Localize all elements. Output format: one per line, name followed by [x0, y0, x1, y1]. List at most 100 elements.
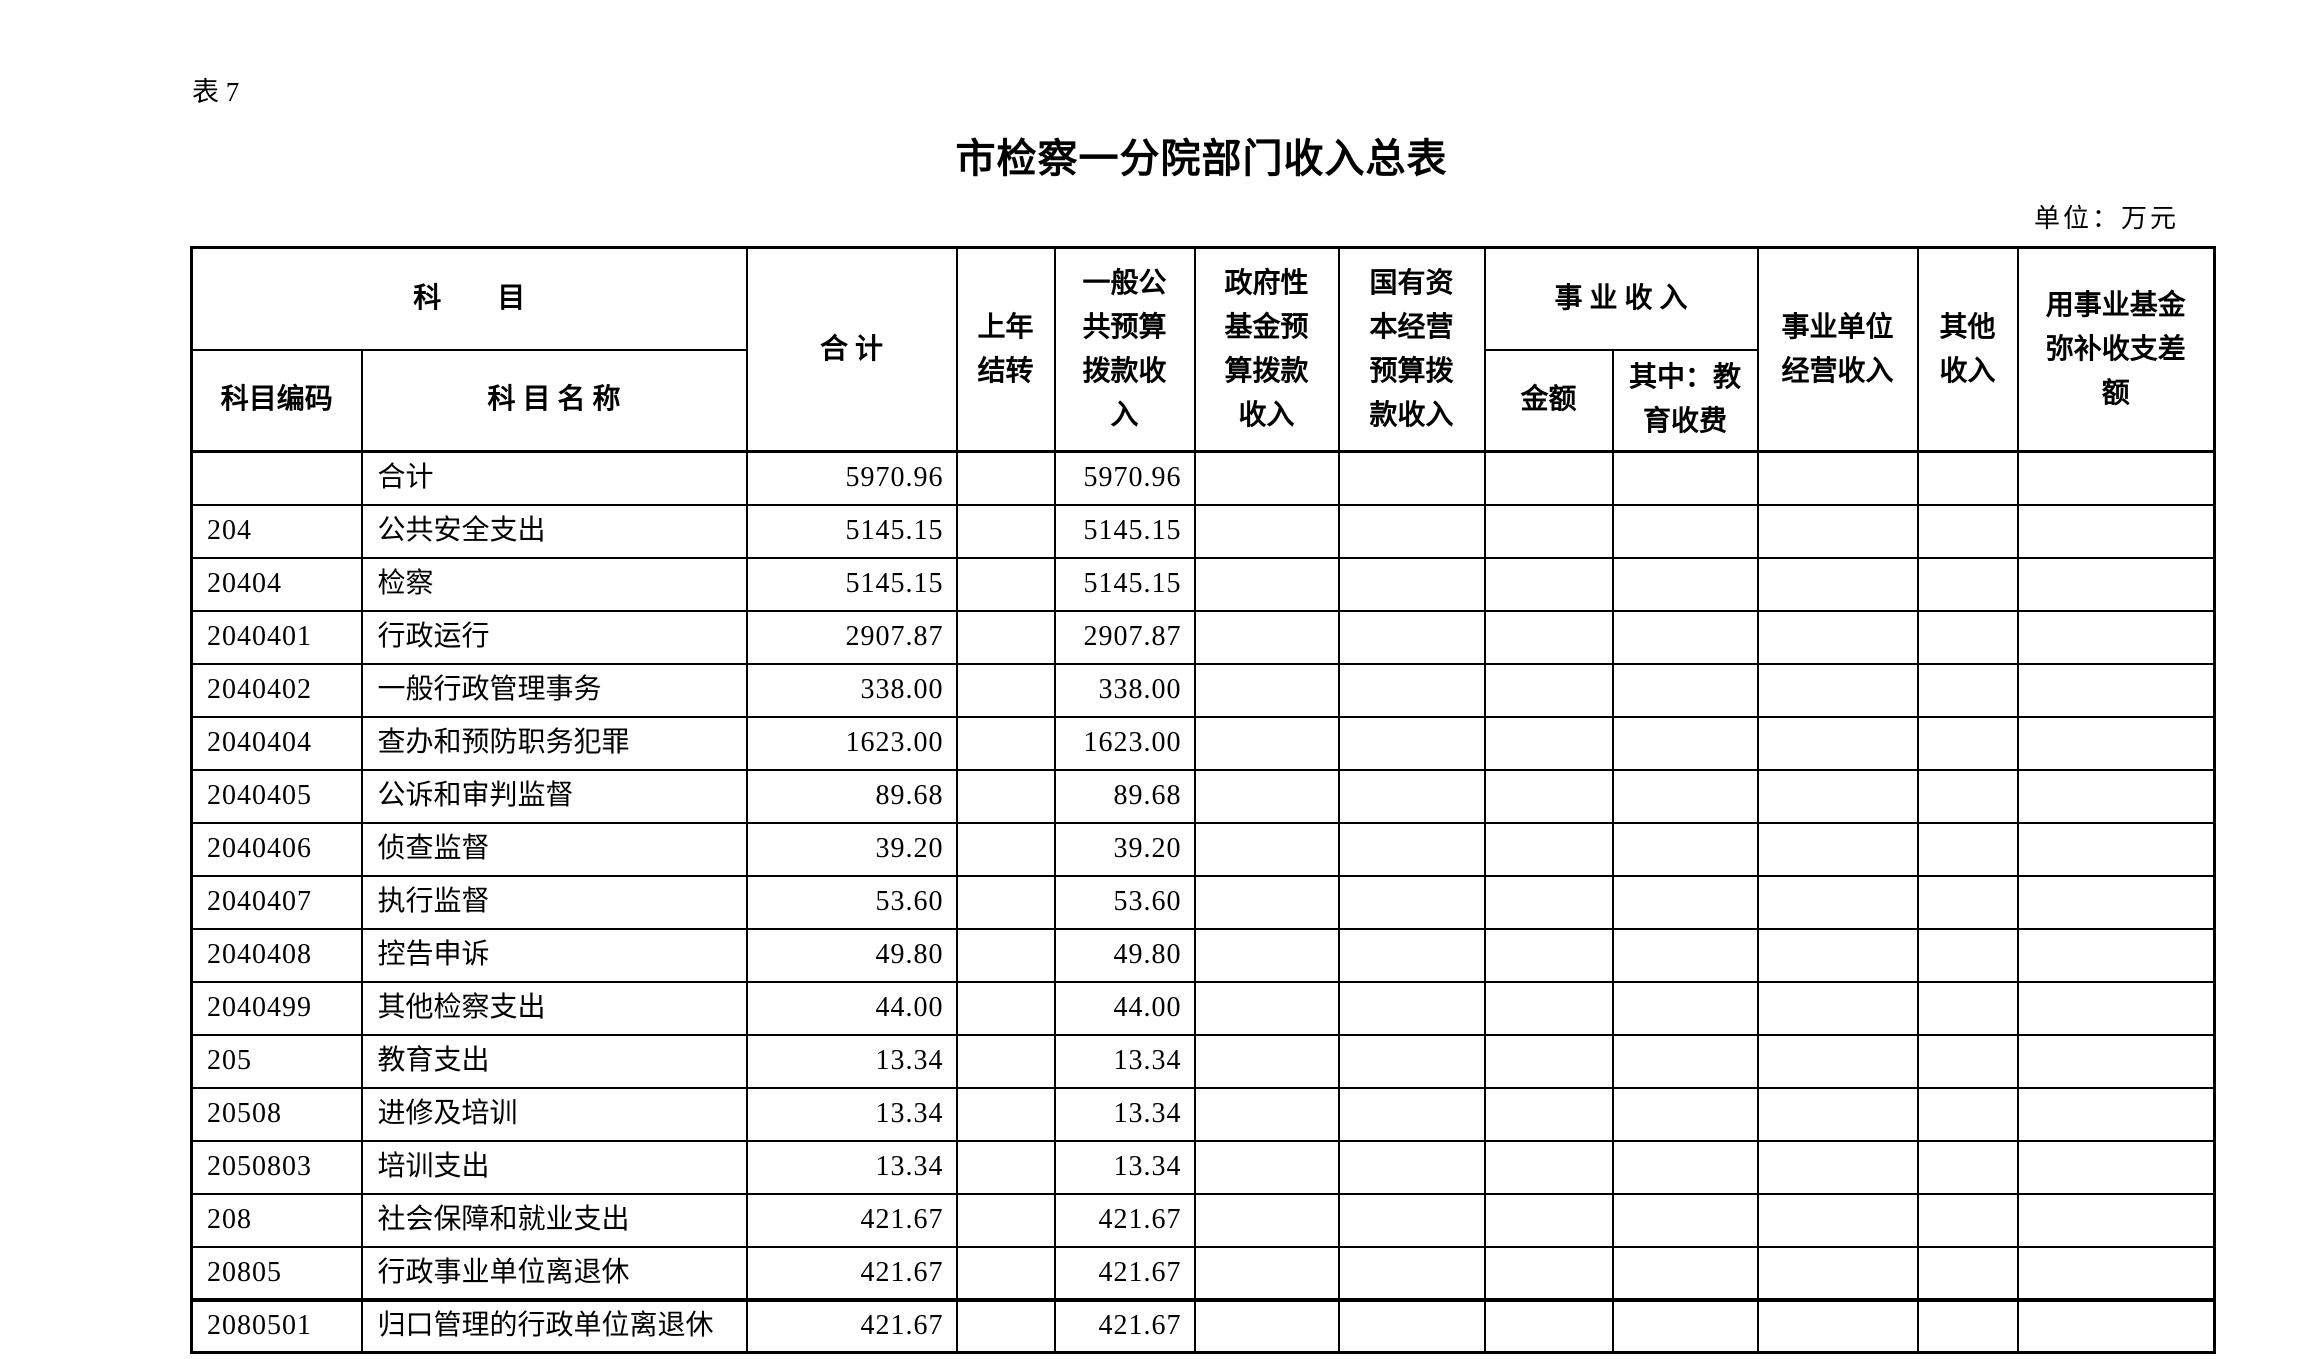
header-subject-name: 科 目 名 称 — [360, 348, 748, 453]
table-row: 2040402 一般行政管理事务 338.00 338.00 — [190, 662, 2216, 718]
cell-gov-fund — [1193, 980, 1340, 1036]
cell-general-budget: 421.67 — [1053, 1192, 1196, 1248]
cell-code: 2080501 — [190, 1297, 363, 1354]
cell-operating — [1756, 874, 1919, 930]
cell-amount — [1483, 1086, 1614, 1142]
cell-name: 查办和预防职务犯罪 — [360, 715, 748, 771]
cell-total: 44.00 — [745, 980, 958, 1036]
cell-amount — [1483, 1033, 1614, 1089]
cell-amount — [1483, 1245, 1614, 1301]
header-other-income: 其他收入 — [1916, 246, 2019, 453]
header-business-unit-operating-income: 事业单位经营收入 — [1756, 246, 1919, 453]
cell-state-capital — [1337, 1139, 1486, 1195]
cell-name: 行政运行 — [360, 609, 748, 665]
cell-fund-balance — [2016, 609, 2216, 665]
cell-amount — [1483, 980, 1614, 1036]
cell-total: 13.34 — [745, 1033, 958, 1089]
cell-education-fees — [1611, 1139, 1759, 1195]
table-row: 2040405 公诉和审判监督 89.68 89.68 — [190, 768, 2216, 824]
cell-prev-year — [955, 715, 1056, 771]
cell-total: 13.34 — [745, 1086, 958, 1142]
cell-education-fees — [1611, 503, 1759, 559]
cell-prev-year — [955, 1245, 1056, 1301]
cell-amount — [1483, 768, 1614, 824]
cell-name: 执行监督 — [360, 874, 748, 930]
cell-gov-fund — [1193, 1033, 1340, 1089]
cell-fund-balance — [2016, 1139, 2216, 1195]
cell-general-budget: 44.00 — [1053, 980, 1196, 1036]
cell-gov-fund — [1193, 556, 1340, 612]
cell-general-budget: 421.67 — [1053, 1245, 1196, 1301]
income-summary-table: 科 目 合 计 上年结转 一般公共预算拨款收入 政府性基金预算拨款收入 国有资本… — [190, 246, 2217, 1354]
cell-state-capital — [1337, 609, 1486, 665]
cell-amount — [1483, 662, 1614, 718]
cell-code: 2040499 — [190, 980, 363, 1036]
cell-general-budget: 89.68 — [1053, 768, 1196, 824]
cell-total: 421.67 — [745, 1192, 958, 1248]
cell-operating — [1756, 1139, 1919, 1195]
cell-state-capital — [1337, 768, 1486, 824]
cell-state-capital — [1337, 1297, 1486, 1354]
cell-general-budget: 49.80 — [1053, 927, 1196, 983]
cell-name: 教育支出 — [360, 1033, 748, 1089]
cell-amount — [1483, 821, 1614, 877]
cell-operating — [1756, 768, 1919, 824]
cell-gov-fund — [1193, 715, 1340, 771]
cell-code: 2040404 — [190, 715, 363, 771]
cell-operating — [1756, 1033, 1919, 1089]
cell-code: 205 — [190, 1033, 363, 1089]
cell-gov-fund — [1193, 609, 1340, 665]
cell-code: 204 — [190, 503, 363, 559]
cell-amount — [1483, 1297, 1614, 1354]
cell-general-budget: 5145.15 — [1053, 503, 1196, 559]
table-row: 20508 进修及培训 13.34 13.34 — [190, 1086, 2216, 1142]
cell-state-capital — [1337, 1086, 1486, 1142]
header-business-income-incl-education-fees: 其中：教育收费 — [1611, 348, 1759, 453]
cell-code: 208 — [190, 1192, 363, 1248]
cell-other — [1916, 450, 2019, 506]
cell-code: 20508 — [190, 1086, 363, 1142]
cell-prev-year — [955, 874, 1056, 930]
cell-education-fees — [1611, 980, 1759, 1036]
cell-code — [190, 450, 363, 506]
cell-fund-balance — [2016, 768, 2216, 824]
cell-total: 5145.15 — [745, 503, 958, 559]
table-row: 2040499 其他检察支出 44.00 44.00 — [190, 980, 2216, 1036]
cell-name: 其他检察支出 — [360, 980, 748, 1036]
cell-gov-fund — [1193, 503, 1340, 559]
cell-operating — [1756, 503, 1919, 559]
cell-total: 39.20 — [745, 821, 958, 877]
cell-fund-balance — [2016, 556, 2216, 612]
cell-operating — [1756, 715, 1919, 771]
header-subject-code: 科目编码 — [190, 348, 363, 453]
cell-total: 421.67 — [745, 1297, 958, 1354]
cell-other — [1916, 662, 2019, 718]
cell-general-budget: 1623.00 — [1053, 715, 1196, 771]
header-prev-year-carryover-label: 上年结转 — [977, 311, 1034, 387]
cell-total: 5970.96 — [745, 450, 958, 506]
cell-prev-year — [955, 821, 1056, 877]
cell-gov-fund — [1193, 1245, 1340, 1301]
cell-fund-balance — [2016, 715, 2216, 771]
cell-education-fees — [1611, 821, 1759, 877]
cell-state-capital — [1337, 556, 1486, 612]
cell-general-budget: 421.67 — [1053, 1297, 1196, 1354]
cell-other — [1916, 1245, 2019, 1301]
cell-name: 侦查监督 — [360, 821, 748, 877]
cell-prev-year — [955, 662, 1056, 718]
cell-education-fees — [1611, 715, 1759, 771]
cell-fund-balance — [2016, 980, 2216, 1036]
cell-state-capital — [1337, 874, 1486, 930]
table-header: 科 目 合 计 上年结转 一般公共预算拨款收入 政府性基金预算拨款收入 国有资本… — [190, 246, 2216, 453]
cell-prev-year — [955, 450, 1056, 506]
cell-name: 归口管理的行政单位离退休 — [360, 1297, 748, 1354]
cell-other — [1916, 1297, 2019, 1354]
table-row: 2040406 侦查监督 39.20 39.20 — [190, 821, 2216, 877]
cell-gov-fund — [1193, 768, 1340, 824]
cell-other — [1916, 980, 2019, 1036]
cell-name: 检察 — [360, 556, 748, 612]
cell-other — [1916, 821, 2019, 877]
cell-amount — [1483, 556, 1614, 612]
cell-amount — [1483, 609, 1614, 665]
